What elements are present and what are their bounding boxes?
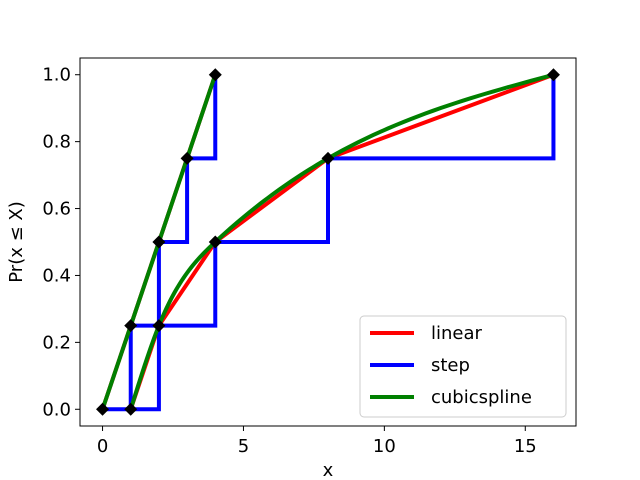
x-axis: 0 5 10 15 (97, 426, 537, 457)
y-tick-label: 1.0 (42, 65, 71, 86)
legend-label-linear: linear (431, 323, 483, 344)
legend: linear step cubicspline (359, 315, 567, 418)
legend-box (359, 315, 567, 418)
y-axis-label: Pr(x ≤ X) (6, 201, 27, 283)
legend-label-step: step (431, 355, 470, 376)
y-axis: 0.0 0.2 0.4 0.6 0.8 1.0 (42, 65, 80, 420)
plot-frame (79, 57, 577, 427)
data-point-marker (96, 402, 110, 416)
data-point-marker (152, 235, 166, 249)
x-tick-label: 10 (373, 436, 396, 457)
legend-label-cubicspline: cubicspline (431, 387, 532, 408)
data-point-marker (546, 68, 560, 82)
marker-layer (96, 68, 560, 416)
data-point-marker (208, 68, 222, 82)
data-point-marker (208, 235, 222, 249)
y-tick-label: 0.4 (42, 265, 71, 286)
x-tick-label: 0 (97, 436, 108, 457)
data-point-marker (321, 151, 335, 165)
data-point-marker (124, 319, 138, 333)
x-tick-label: 5 (238, 436, 249, 457)
y-tick-label: 0.0 (42, 399, 71, 420)
y-tick-label: 0.2 (42, 332, 71, 353)
data-point-marker (180, 151, 194, 165)
y-tick-label: 0.8 (42, 132, 71, 153)
x-axis-label: x (323, 460, 334, 480)
x-tick-label: 15 (514, 436, 537, 457)
data-point-marker (124, 402, 138, 416)
y-tick-label: 0.6 (42, 199, 71, 220)
data-point-marker (152, 319, 166, 333)
